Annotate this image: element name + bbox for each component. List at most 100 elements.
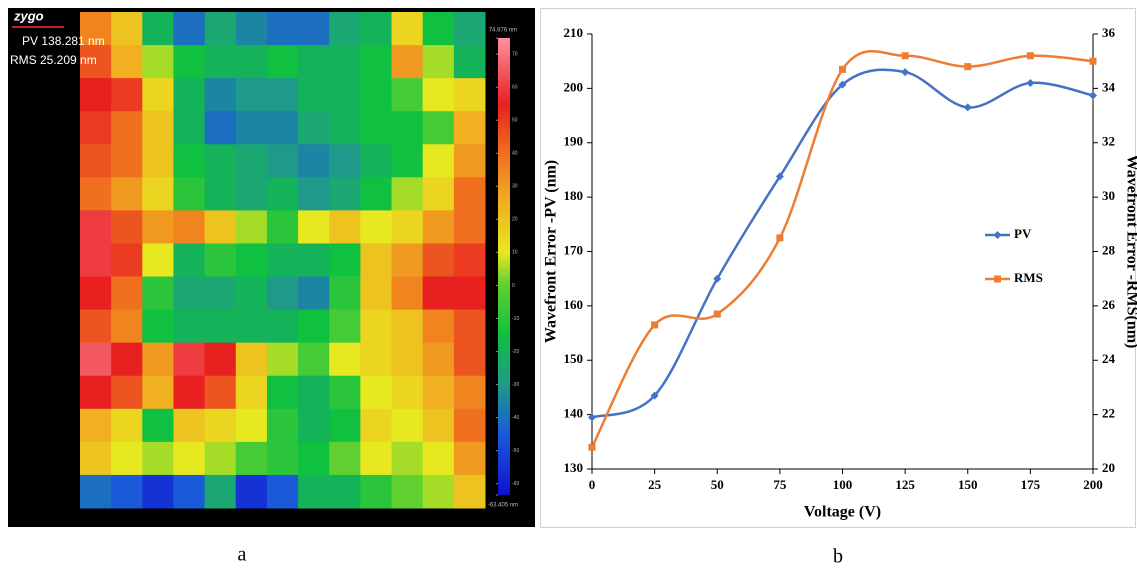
heat-cell [173,210,205,244]
heat-cell [267,475,299,509]
heat-cell [454,45,486,79]
legend-marker [994,276,1001,283]
heat-cell [392,310,424,344]
heat-cell [267,343,299,377]
heat-cell [423,45,455,79]
heat-cell [236,343,268,377]
heat-cell [329,111,361,145]
heat-cell [329,12,361,46]
heat-cell [142,310,174,344]
heat-cell [423,210,455,244]
x-tick-label: 75 [773,477,787,492]
heat-cell [173,475,205,509]
heat-cell [173,144,205,178]
heat-cell [236,144,268,178]
logo: zygo [13,8,44,23]
heat-cell [80,111,112,145]
heat-cell [205,409,237,443]
heat-cell [392,376,424,410]
heat-cell [236,243,268,277]
heat-cell [205,78,237,112]
legend-label: RMS [1014,270,1043,285]
heat-cell [392,442,424,476]
heat-cell [267,277,299,311]
heat-cell [205,343,237,377]
heat-cell [80,409,112,443]
heat-cell [267,78,299,112]
heat-cell [298,343,330,377]
heat-cell [142,210,174,244]
heat-cell [173,310,205,344]
y-axis-label: Wavefront Error -PV (nm) [543,160,560,343]
heat-cell [454,177,486,211]
heat-cell [454,243,486,277]
heat-cell [454,111,486,145]
heat-cell [298,78,330,112]
heat-cell [80,442,112,476]
heat-cell [329,409,361,443]
heat-cell [454,12,486,46]
colorbar-tick-label: -50 [512,448,519,454]
heat-cell [205,210,237,244]
heat-cell [142,475,174,509]
heat-cell [111,111,143,145]
heat-cell [423,78,455,112]
heat-cell [360,210,392,244]
y2-tick-label: 28 [1102,242,1116,257]
heat-cell [298,243,330,277]
y-tick-label: 200 [564,79,584,94]
heat-cell [360,310,392,344]
heat-cell [236,111,268,145]
heat-cell [142,277,174,311]
heat-cell [142,144,174,178]
x-tick-label: 200 [1083,477,1103,492]
heat-cell [80,144,112,178]
x-tick-label: 0 [589,477,596,492]
heat-cell [205,277,237,311]
heat-cell [329,310,361,344]
heat-cell [298,409,330,443]
colorbar-tick-label: 0 [512,283,515,289]
heat-cell [360,277,392,311]
heat-cell [236,277,268,311]
heat-cell [142,12,174,46]
heat-cell [205,442,237,476]
heat-cell [423,343,455,377]
marker [839,66,846,73]
heat-cell [298,475,330,509]
heat-cell [173,243,205,277]
heat-cell [329,177,361,211]
heat-cell [392,111,424,145]
y-tick-label: 170 [564,242,584,257]
marker [776,234,783,241]
heat-cell [173,376,205,410]
heat-cell [111,78,143,112]
y2-tick-label: 30 [1102,188,1115,203]
heat-cell [80,78,112,112]
figure: zygoPV 138.281 nmRMS 25.209 nm74.876 nm7… [0,0,1137,573]
heat-cell [111,210,143,244]
heat-cell [454,277,486,311]
heat-cell [329,243,361,277]
colorbar-tick-label: 40 [512,151,518,157]
heat-cell [329,78,361,112]
heat-cell [267,177,299,211]
heat-cell [360,376,392,410]
colorbar-tick-label: 10 [512,250,518,256]
heat-cell [360,45,392,79]
heat-cell [173,177,205,211]
heat-cell [173,343,205,377]
heat-cell [329,376,361,410]
heat-cell [392,45,424,79]
heat-cell [205,177,237,211]
heat-cell [267,310,299,344]
x-tick-label: 150 [958,477,978,492]
marker [651,321,658,328]
heat-cell [298,144,330,178]
heat-cell [298,45,330,79]
heat-cell [392,409,424,443]
heat-cell [329,277,361,311]
heat-cell [392,12,424,46]
heat-cell [454,210,486,244]
heat-cell [454,442,486,476]
